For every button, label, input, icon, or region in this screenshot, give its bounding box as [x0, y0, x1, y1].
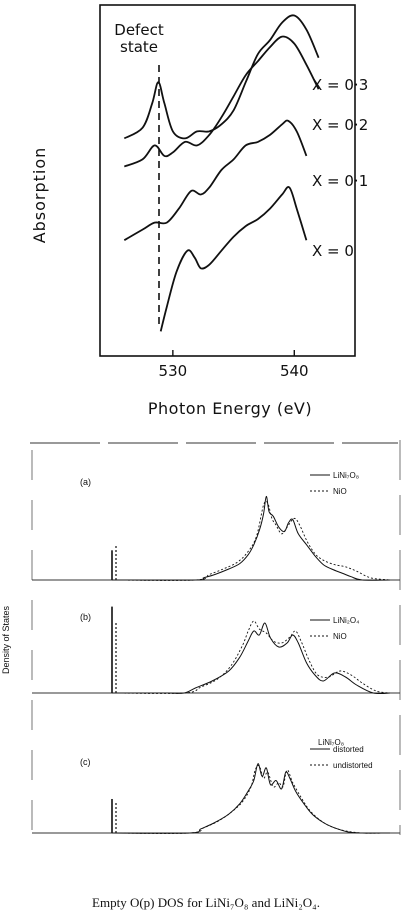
- dos-panel-0: (a) LiNi₇O₈ NiO: [80, 471, 391, 581]
- dos-legend-dashed-label-2: undistorted: [333, 761, 373, 770]
- xas-curves: [123, 14, 320, 332]
- dos-panel-1: (b) LiNi₂O₄ NiO: [80, 606, 391, 695]
- xas-frame: [99, 4, 356, 357]
- xas-curve-2: [123, 119, 308, 241]
- xas-series-labels: X = 0·3 X = 0·2 X = 0·1 X = 0: [312, 76, 368, 260]
- xas-curve-0: [123, 14, 320, 140]
- xas-tick-label-0: 530: [159, 362, 188, 380]
- xas-series-label-1: X = 0·2: [312, 116, 368, 134]
- figure-caption: Empty O(p) DOS for LiNi₇O₈ and LiNi₂O₄.: [92, 895, 320, 910]
- xas-chart: Defect state X = 0·3X = 0·2X = 0·1X = 0 …: [30, 4, 368, 418]
- dos-panel-label-0: (a): [80, 477, 91, 487]
- xas-series-label-2: X = 0·1: [312, 172, 368, 190]
- dos-solid-curve-1: [111, 622, 391, 695]
- xas-series-label-3: X = 0: [312, 242, 354, 260]
- dos-dashed-curve-0: [111, 500, 391, 581]
- dos-y-axis-label: Density of States: [1, 605, 11, 674]
- dos-legend-solid-label-2: distorted: [333, 745, 364, 754]
- dos-solid-curve-0: [111, 495, 391, 581]
- xas-x-ticks: 530 540: [159, 350, 309, 380]
- dos-panel-header-2: LiNi₇O₈: [318, 738, 344, 747]
- xas-annotation-line2: state: [120, 38, 158, 56]
- dos-dashed-curve-2: [111, 764, 391, 834]
- xas-annotation-line1: Defect: [114, 21, 164, 39]
- dos-legend-solid-label-0: LiNi₇O₈: [333, 471, 359, 480]
- dos-dashed-curve-1: [111, 620, 391, 694]
- xas-curve-1: [123, 35, 320, 168]
- xas-curve-3: [159, 186, 308, 332]
- xas-y-axis-label: Absorption: [30, 147, 49, 244]
- dos-solid-curve-2: [111, 763, 391, 834]
- dos-panel-label-1: (b): [80, 612, 91, 622]
- dos-panel-label-2: (c): [80, 757, 91, 767]
- xas-x-axis-label: Photon Energy (eV): [148, 399, 312, 418]
- xas-tick-label-1: 540: [280, 362, 309, 380]
- dos-legend-dashed-label-1: NiO: [333, 632, 347, 641]
- dos-legend-solid-label-1: LiNi₂O₄: [333, 616, 359, 625]
- dos-legend-dashed-label-0: NiO: [333, 487, 347, 496]
- xas-series-label-0: X = 0·3: [312, 76, 368, 94]
